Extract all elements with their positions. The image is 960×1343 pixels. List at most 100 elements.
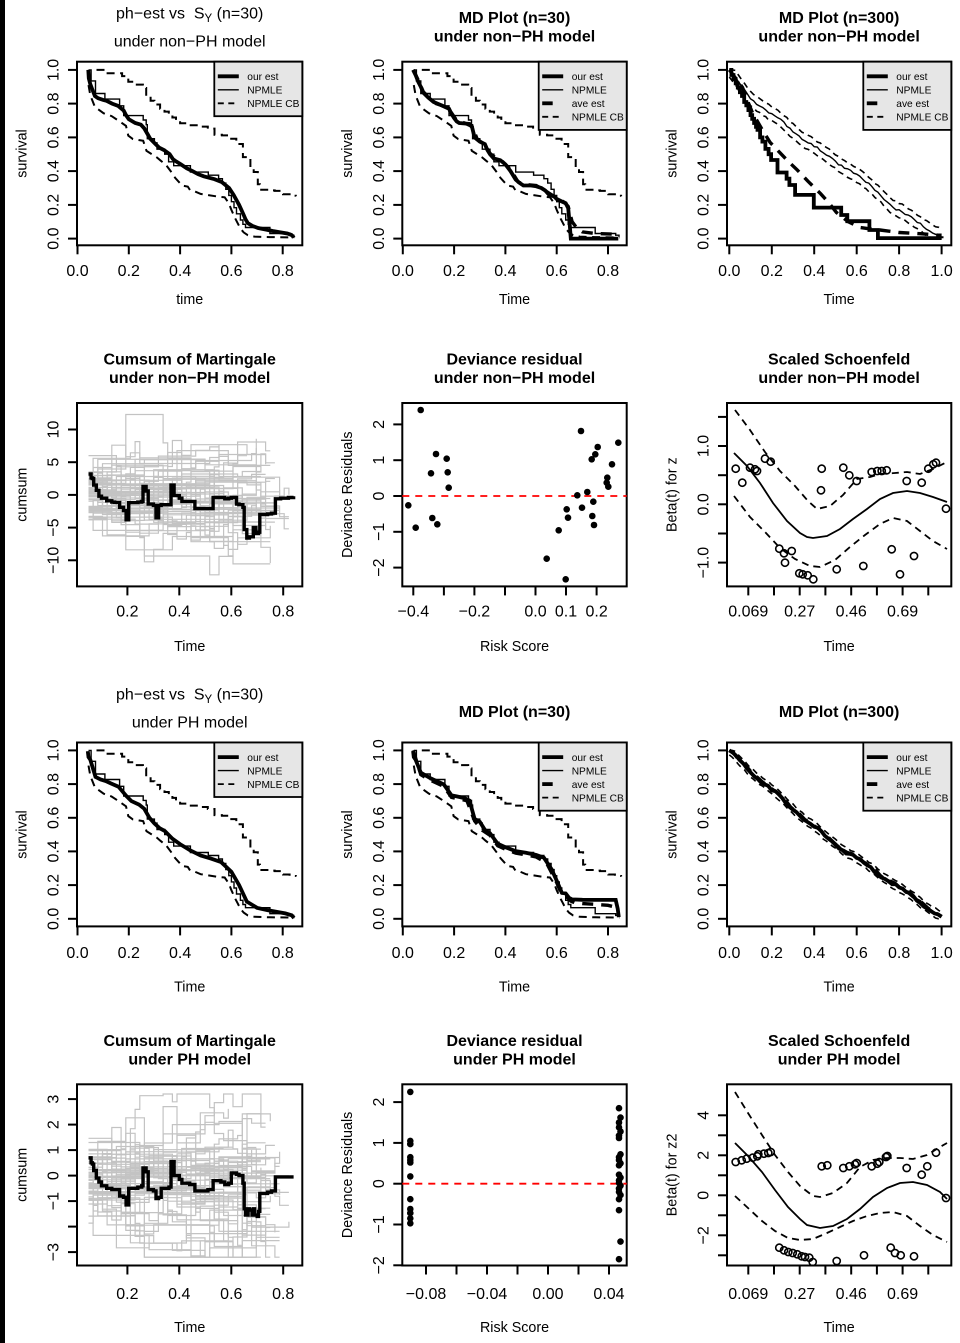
svg-text:0.6: 0.6 [696,126,713,148]
svg-text:Time: Time [174,639,205,655]
svg-text:Time: Time [499,980,530,996]
svg-text:0.2: 0.2 [696,874,713,896]
svg-text:0.2: 0.2 [46,194,63,216]
svg-text:MD Plot (n=300): MD Plot (n=300) [779,10,899,27]
svg-text:1: 1 [46,1146,63,1155]
svg-text:ph−est vs SY (n=30): ph−est vs SY (n=30) [116,687,263,707]
svg-text:Time: Time [823,980,854,996]
svg-text:0.6: 0.6 [371,807,388,829]
svg-text:0.4: 0.4 [696,160,713,182]
svg-text:NPMLE CB: NPMLE CB [247,780,299,791]
svg-text:0.4: 0.4 [168,1286,190,1303]
svg-text:0.4: 0.4 [371,160,388,182]
svg-text:0.8: 0.8 [696,773,713,795]
svg-text:0.4: 0.4 [168,604,190,621]
svg-text:survival: survival [15,810,31,858]
svg-text:NPMLE: NPMLE [247,766,282,777]
svg-text:0.4: 0.4 [803,263,825,280]
svg-text:0.4: 0.4 [46,160,63,182]
svg-text:0.0: 0.0 [46,227,63,249]
svg-text:0.69: 0.69 [887,604,918,621]
svg-text:0.8: 0.8 [888,263,910,280]
svg-text:0: 0 [371,1179,388,1188]
svg-text:ave est: ave est [896,780,929,791]
svg-text:Scaled Schoenfeld: Scaled Schoenfeld [768,352,910,369]
svg-text:Deviance residual: Deviance residual [446,352,582,369]
svg-text:0.8: 0.8 [46,773,63,795]
svg-text:−1: −1 [371,1215,388,1233]
svg-text:−3: −3 [46,1243,63,1261]
svg-text:−0.4: −0.4 [398,604,430,621]
svg-text:0.2: 0.2 [46,874,63,896]
svg-text:0.1: 0.1 [555,604,577,621]
svg-text:survival: survival [665,129,681,177]
svg-text:0.69: 0.69 [887,1286,918,1303]
svg-text:5: 5 [46,458,63,467]
svg-text:0.8: 0.8 [46,92,63,114]
svg-text:our est: our est [572,72,603,83]
svg-text:0.0: 0.0 [696,493,713,515]
svg-text:0.8: 0.8 [272,1286,294,1303]
svg-text:Time: Time [499,292,530,308]
svg-text:our est: our est [896,72,927,83]
svg-text:0.6: 0.6 [46,126,63,148]
svg-text:ave est: ave est [572,99,605,110]
svg-text:0.0: 0.0 [371,908,388,930]
svg-text:survival: survival [665,810,681,858]
svg-text:1.0: 1.0 [371,59,388,81]
svg-text:time: time [176,292,203,308]
svg-text:NPMLE: NPMLE [896,766,931,777]
svg-text:0.6: 0.6 [846,263,868,280]
svg-text:−2: −2 [371,558,388,576]
svg-text:1.0: 1.0 [46,59,63,81]
svg-text:0.2: 0.2 [371,874,388,896]
svg-text:Beta(t) for z2: Beta(t) for z2 [665,1134,681,1217]
svg-text:0.8: 0.8 [888,945,910,962]
svg-text:ave est: ave est [896,99,929,110]
svg-text:10: 10 [46,421,63,439]
svg-text:0.8: 0.8 [272,263,294,280]
svg-text:0.2: 0.2 [116,1286,138,1303]
svg-text:0.46: 0.46 [836,604,867,621]
svg-text:1: 1 [371,1138,388,1147]
svg-text:2: 2 [371,420,388,429]
svg-text:Time: Time [174,1320,205,1336]
svg-text:−2: −2 [696,1226,713,1244]
svg-text:under PH model: under PH model [778,1051,901,1068]
svg-text:under PH model: under PH model [132,715,248,732]
svg-text:0.0: 0.0 [46,908,63,930]
svg-text:our est: our est [247,72,278,83]
svg-text:our est: our est [247,753,278,764]
svg-text:0.0: 0.0 [392,263,414,280]
svg-text:0.2: 0.2 [443,945,465,962]
svg-text:0.0: 0.0 [371,227,388,249]
svg-text:0: 0 [46,1171,63,1180]
svg-text:NPMLE CB: NPMLE CB [572,113,624,124]
svg-text:0.8: 0.8 [371,92,388,114]
svg-text:Beta(t) for z: Beta(t) for z [665,457,681,532]
svg-text:0.2: 0.2 [371,194,388,216]
svg-text:NPMLE: NPMLE [572,86,607,97]
svg-text:0.6: 0.6 [220,945,242,962]
svg-text:0.2: 0.2 [761,945,783,962]
svg-text:1.0: 1.0 [46,739,63,761]
svg-text:0.00: 0.00 [532,1286,563,1303]
svg-text:0.4: 0.4 [803,945,825,962]
svg-text:0.4: 0.4 [696,840,713,862]
svg-text:0.6: 0.6 [546,263,568,280]
svg-text:0.6: 0.6 [220,1286,242,1303]
svg-text:0.46: 0.46 [836,1286,867,1303]
svg-text:−5: −5 [46,518,63,536]
svg-text:0.6: 0.6 [220,604,242,621]
svg-text:0: 0 [371,491,388,500]
svg-text:MD Plot (n=30): MD Plot (n=30) [459,704,571,721]
svg-text:NPMLE CB: NPMLE CB [896,793,948,804]
svg-text:0.2: 0.2 [585,604,607,621]
svg-text:Time: Time [823,1320,854,1336]
svg-text:0.04: 0.04 [593,1286,624,1303]
svg-text:cumsum: cumsum [15,468,31,522]
svg-text:under non−PH model: under non−PH model [434,370,595,387]
svg-text:1.0: 1.0 [930,263,952,280]
svg-text:0.4: 0.4 [494,263,516,280]
svg-text:Risk Score: Risk Score [480,1320,549,1336]
